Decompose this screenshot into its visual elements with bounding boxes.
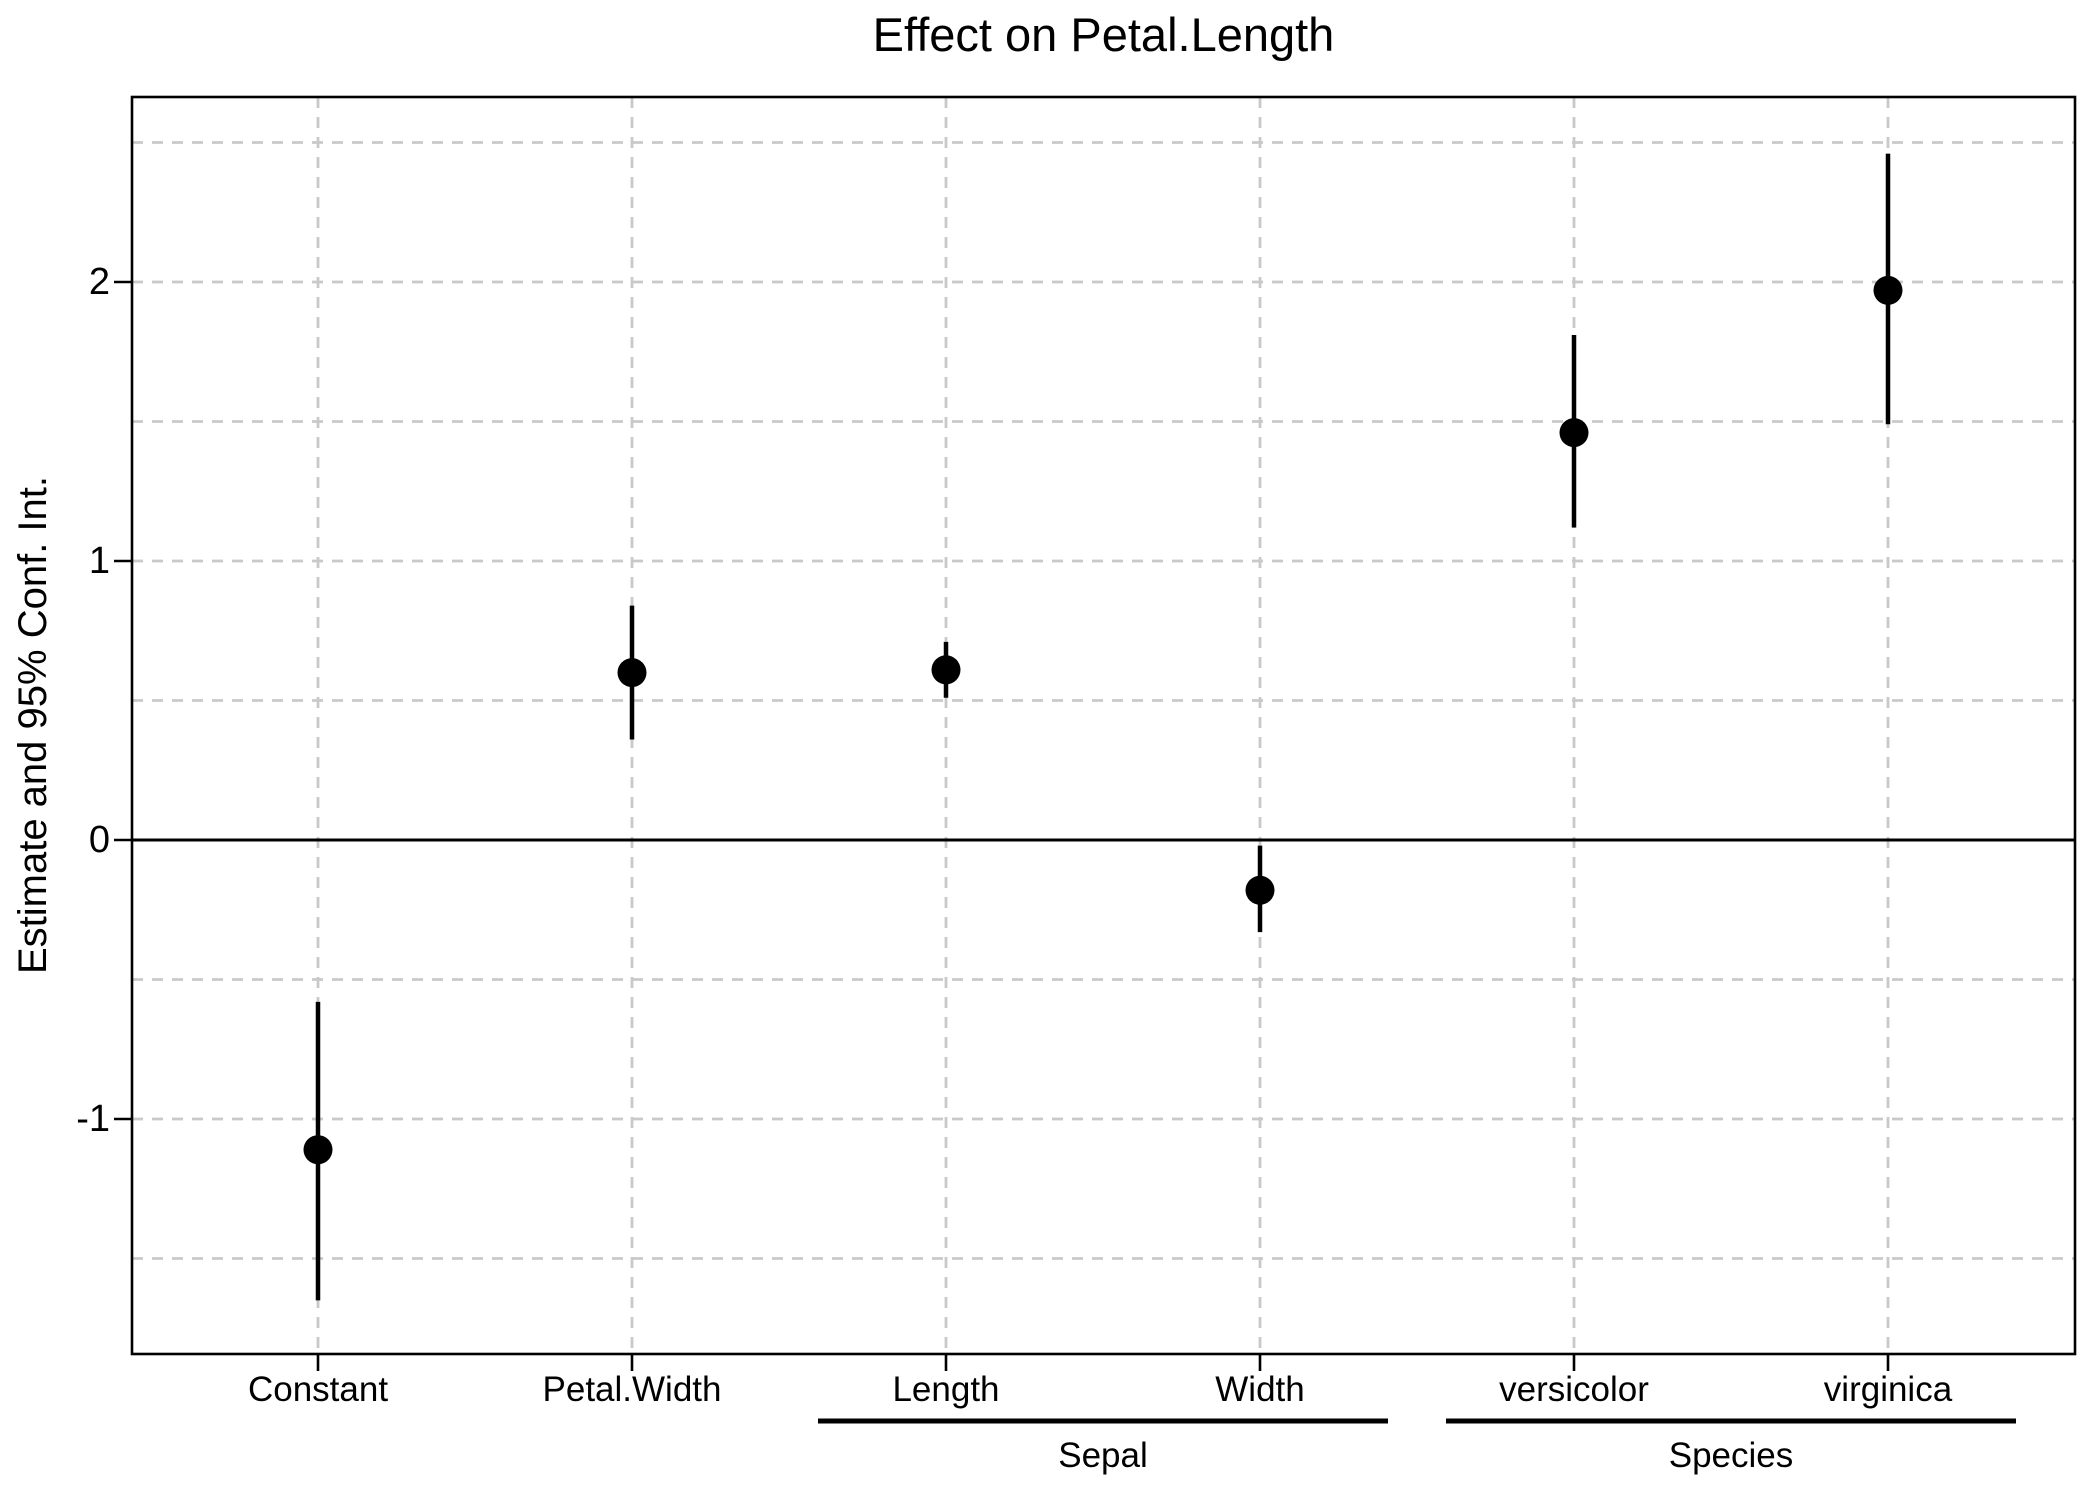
- x-category-label: Constant: [247, 1370, 389, 1409]
- point-marker: [1559, 418, 1589, 448]
- group-label: Species: [1668, 1436, 1794, 1475]
- x-category-label: versicolor: [1499, 1370, 1649, 1409]
- chart-title: Effect on Petal.Length: [872, 8, 1335, 61]
- point-marker: [1245, 875, 1275, 905]
- x-category-label: Petal.Width: [542, 1370, 722, 1409]
- x-category-label: Length: [892, 1370, 1000, 1409]
- panel-border: [130, 95, 2077, 1356]
- x-category-label: virginica: [1823, 1370, 1953, 1409]
- y-tick-label: -1: [76, 1098, 110, 1140]
- y-tick-label: 2: [88, 261, 110, 303]
- group-label: Sepal: [1058, 1436, 1148, 1475]
- y-tick-label: 1: [88, 540, 110, 582]
- point-marker: [931, 655, 961, 685]
- point-marker: [617, 658, 647, 688]
- x-category-label: Width: [1215, 1370, 1305, 1409]
- point-marker: [303, 1135, 333, 1165]
- y-tick-label: 0: [88, 819, 110, 861]
- point-marker: [1873, 275, 1903, 305]
